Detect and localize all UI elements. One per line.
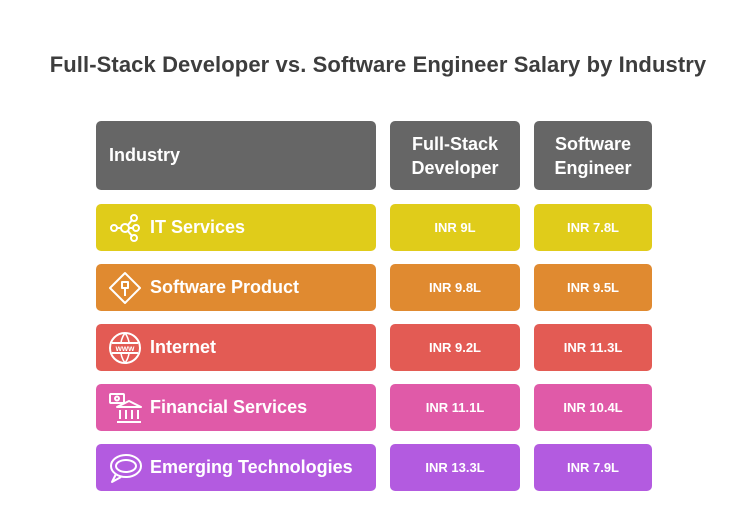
full-stack-salary-cell: INR 9.2L [390, 324, 520, 371]
product-diamond-icon [108, 271, 142, 305]
full-stack-salary-cell: INR 11.1L [390, 384, 520, 431]
industry-cell: Financial Services [96, 384, 376, 431]
header-full-stack-developer: Full-Stack Developer [390, 121, 520, 190]
software-engineer-salary-cell: INR 11.3L [534, 324, 652, 371]
industry-label: Software Product [150, 277, 300, 297]
full-stack-salary-cell: INR 13.3L [390, 444, 520, 491]
software-engineer-salary-cell: INR 10.4L [534, 384, 652, 431]
bank-icon [108, 391, 142, 425]
software-engineer-salary-cell: INR 9.5L [534, 264, 652, 311]
industry-cell: www Internet [96, 324, 376, 371]
industry-label: Internet [150, 337, 217, 357]
chat-bubble-icon [108, 451, 142, 485]
header-full-stack-developer-label: Full-Stack Developer [411, 133, 499, 178]
chart-title: Full-Stack Developer vs. Software Engine… [49, 52, 707, 77]
full-stack-salary-cell: INR 9L [390, 204, 520, 251]
www-globe-icon: www [108, 331, 142, 365]
industry-label: Emerging Technologies [150, 457, 353, 477]
industry-label: Financial Services [150, 397, 308, 417]
industry-cell: Emerging Technologies [96, 444, 376, 491]
software-engineer-salary-cell: INR 7.8L [534, 204, 652, 251]
network-icon [108, 211, 142, 245]
header-software-engineer-label: Software Engineer [554, 133, 632, 178]
industry-label: IT Services [150, 217, 246, 237]
industry-cell: IT Services [96, 204, 376, 251]
software-engineer-salary-cell: INR 7.9L [534, 444, 652, 491]
svg-text:www: www [115, 344, 135, 353]
full-stack-salary-cell: INR 9.8L [390, 264, 520, 311]
industry-cell: Software Product [96, 264, 376, 311]
header-industry: Industry [96, 121, 376, 190]
header-software-engineer: Software Engineer [534, 121, 652, 190]
